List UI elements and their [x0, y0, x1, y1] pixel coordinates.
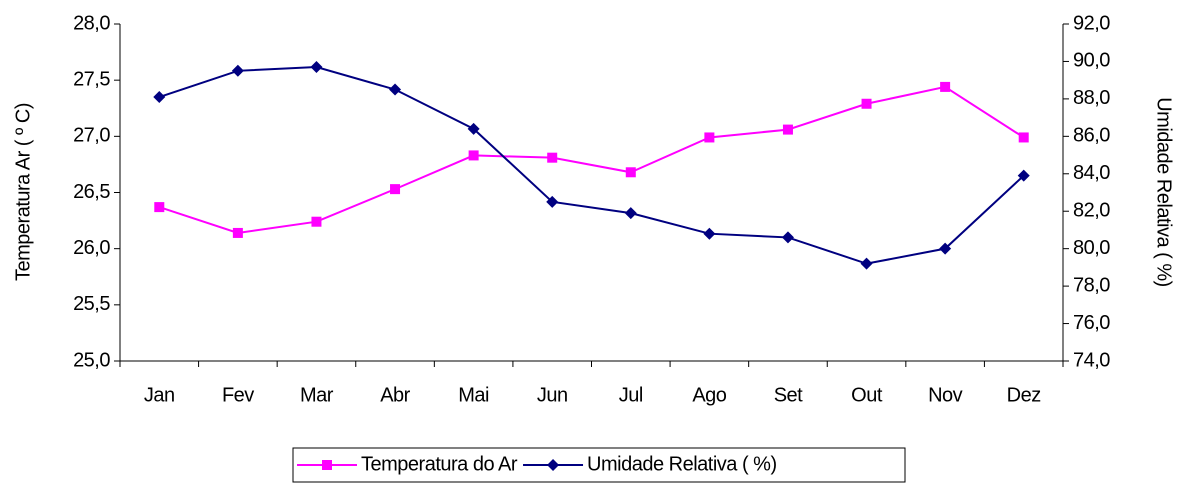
y-tick-label: 27,0	[73, 125, 110, 147]
marker	[782, 124, 793, 135]
marker	[939, 242, 952, 255]
marker	[468, 150, 479, 161]
marker	[389, 83, 402, 96]
y2-tick-label: 84,0	[1073, 162, 1110, 184]
marker	[390, 184, 401, 195]
marker	[231, 64, 244, 77]
marker	[1017, 169, 1030, 182]
y-tick-label: 25,0	[73, 349, 110, 371]
marker	[1018, 132, 1029, 143]
marker	[940, 81, 951, 92]
marker	[861, 98, 872, 109]
y-axis-title: Temperatura Ar ( º C)	[12, 103, 34, 281]
marker	[467, 122, 480, 135]
y2-tick-label: 90,0	[1073, 50, 1110, 72]
y2-tick-label: 82,0	[1073, 200, 1110, 222]
marker	[310, 61, 323, 74]
marker	[153, 91, 166, 104]
legend-label: Umidade Relativa ( %)	[587, 453, 777, 475]
marker	[860, 257, 873, 270]
y-tick-label: 26,5	[73, 181, 110, 203]
series-line	[158, 66, 1025, 265]
y2-tick-label: 86,0	[1073, 125, 1110, 147]
x-tick-label: Mai	[458, 384, 489, 406]
series-line	[158, 85, 1025, 234]
marker	[547, 459, 560, 471]
y2-tick-label: 76,0	[1073, 312, 1110, 334]
y2-tick-label: 88,0	[1073, 87, 1110, 109]
marker	[781, 231, 794, 244]
y-tick-label: 26,0	[73, 237, 110, 259]
marker	[232, 227, 243, 238]
x-tick-label: Dez	[1007, 384, 1041, 406]
marker	[703, 227, 716, 240]
x-tick-label: Mar	[300, 384, 334, 406]
x-tick-label: Ago	[692, 384, 726, 406]
y2-tick-label: 74,0	[1073, 349, 1110, 371]
marker	[547, 152, 558, 163]
y-tick-label: 28,0	[73, 12, 110, 34]
y2-tick-label: 80,0	[1073, 237, 1110, 259]
marker	[154, 202, 165, 213]
marker	[625, 167, 636, 178]
legend-label: Temperatura do Ar	[361, 453, 518, 475]
marker	[322, 460, 332, 470]
y-tick-label: 27,5	[73, 68, 110, 90]
marker	[311, 216, 322, 227]
x-tick-label: Abr	[380, 384, 410, 406]
y2-tick-label: 78,0	[1073, 274, 1110, 296]
x-tick-label: Nov	[928, 384, 963, 406]
marker	[704, 132, 715, 143]
y-tick-label: 25,5	[73, 293, 110, 315]
x-tick-label: Jun	[537, 384, 568, 406]
marker	[546, 195, 559, 208]
marker	[624, 207, 637, 220]
y2-tick-label: 92,0	[1073, 12, 1110, 34]
x-tick-label: Set	[774, 384, 803, 406]
x-tick-label: Fev	[222, 384, 254, 406]
x-tick-label: Out	[851, 384, 883, 406]
x-tick-label: Jul	[619, 384, 643, 406]
y2-axis-title: Umidade Relativa ( %)	[1153, 97, 1175, 287]
legend-box	[292, 447, 906, 483]
x-tick-label: Jan	[144, 384, 175, 406]
